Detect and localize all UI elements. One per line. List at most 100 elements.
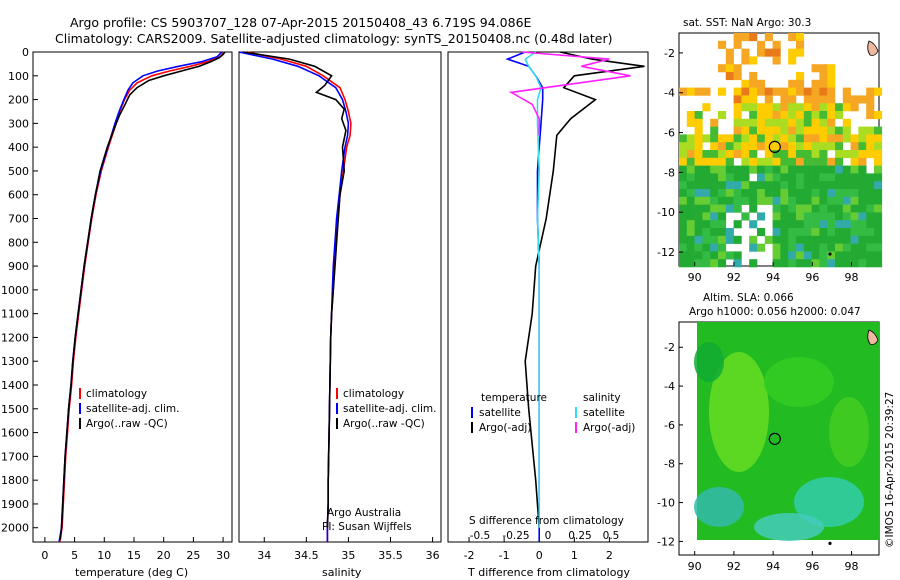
sst-cell <box>686 189 695 198</box>
sst-cell <box>725 64 734 73</box>
sst-cell <box>741 79 750 88</box>
sst-cell <box>811 181 820 190</box>
legend-title: temperature <box>481 392 547 404</box>
sst-cell <box>850 157 859 166</box>
sst-cell <box>850 212 859 221</box>
depth-tick-label: 1300 <box>1 355 29 368</box>
sst-cell <box>803 220 812 229</box>
sst-cell <box>718 173 727 182</box>
sst-cell <box>811 157 820 166</box>
sst-cell <box>811 196 820 205</box>
map-y-tick-label: -4 <box>664 380 675 393</box>
sst-cell <box>757 212 766 221</box>
x-tick-label: 0 <box>536 549 543 562</box>
secondary-tick-label: -0.5 <box>470 530 491 542</box>
sst-cell <box>835 157 844 166</box>
sst-cell <box>733 95 742 104</box>
sst-cell <box>819 165 828 174</box>
x-tick-label: -1 <box>499 549 510 562</box>
sst-cell <box>702 173 711 182</box>
sst-cell <box>835 142 844 151</box>
sst-cell <box>725 173 734 182</box>
sst-cell <box>702 150 711 159</box>
sst-cell <box>874 150 883 159</box>
sst-cell <box>757 181 766 190</box>
sst-cell <box>796 181 805 190</box>
sst-cell <box>850 142 859 151</box>
depth-tick-label: 800 <box>8 236 29 249</box>
sst-cell <box>803 126 812 135</box>
depth-tick-label: 1400 <box>1 379 29 392</box>
map-y-tick-label: -4 <box>664 87 675 100</box>
sst-cell <box>679 87 688 96</box>
sst-cell <box>796 118 805 127</box>
sst-cell <box>757 126 766 135</box>
sst-cell <box>850 196 859 205</box>
sst-cell <box>842 126 851 135</box>
sst-cell <box>827 142 836 151</box>
sst-cell <box>819 72 828 81</box>
sst-cell <box>772 259 781 268</box>
map-x-tick-label: 98 <box>845 560 859 573</box>
sst-cell <box>788 220 797 229</box>
sst-cell <box>858 181 867 190</box>
salinity-difference-axis: -0.5 -0.25 0 0.25 0.5 <box>470 530 620 542</box>
sst-cell <box>757 157 766 166</box>
sst-cell <box>866 103 875 112</box>
sst-cell <box>866 87 875 96</box>
sst-cell <box>733 126 742 135</box>
sst-cell <box>803 165 812 174</box>
sst-cell <box>850 220 859 229</box>
sla-map-cells <box>694 322 879 541</box>
sst-cell <box>780 228 789 237</box>
sst-cell <box>788 235 797 244</box>
sst-cell <box>718 40 727 49</box>
sst-cell <box>819 95 828 104</box>
sst-cell <box>741 118 750 127</box>
sst-cell <box>725 157 734 166</box>
sst-cell <box>725 181 734 190</box>
sst-cell <box>702 165 711 174</box>
sst-cell <box>710 142 719 151</box>
sst-cell <box>866 228 875 237</box>
sst-cell <box>866 95 875 104</box>
sst-cell <box>827 87 836 96</box>
sst-cell <box>679 243 688 252</box>
sst-cell <box>733 118 742 127</box>
sst-cell <box>803 204 812 213</box>
sst-cell <box>725 134 734 143</box>
sst-cell <box>874 126 883 135</box>
sst-cell <box>803 251 812 260</box>
sst-cell <box>819 220 828 229</box>
sst-cell <box>686 134 695 143</box>
map-y-tick-label: -8 <box>664 166 675 179</box>
sst-cell <box>749 72 758 81</box>
map-x-tick-label: 92 <box>727 271 741 284</box>
sst-cell <box>827 235 836 244</box>
sst-cell <box>741 157 750 166</box>
sst-cell <box>866 204 875 213</box>
sst-cell <box>733 103 742 112</box>
sst-cell <box>686 157 695 166</box>
sst-cell <box>842 118 851 127</box>
map-y-tick-label: -2 <box>664 47 675 60</box>
sst-cell <box>686 228 695 237</box>
legend-label: satellite-adj. clim. <box>86 403 179 415</box>
sst-cell <box>835 173 844 182</box>
sst-cell <box>702 157 711 166</box>
sst-cell <box>835 134 844 143</box>
sst-cell <box>780 111 789 120</box>
sst-cell <box>749 33 758 42</box>
sst-cell <box>780 204 789 213</box>
sst-cell <box>772 111 781 120</box>
sst-cell <box>710 228 719 237</box>
depth-tick-label: 700 <box>8 213 29 226</box>
sst-cell <box>842 243 851 252</box>
sst-cell <box>866 173 875 182</box>
sst-cell <box>679 204 688 213</box>
secondary-tick-label: 0 <box>545 530 552 542</box>
sst-cell <box>866 243 875 252</box>
sst-cell <box>858 251 867 260</box>
sst-cell <box>835 111 844 120</box>
sst-cell <box>772 150 781 159</box>
